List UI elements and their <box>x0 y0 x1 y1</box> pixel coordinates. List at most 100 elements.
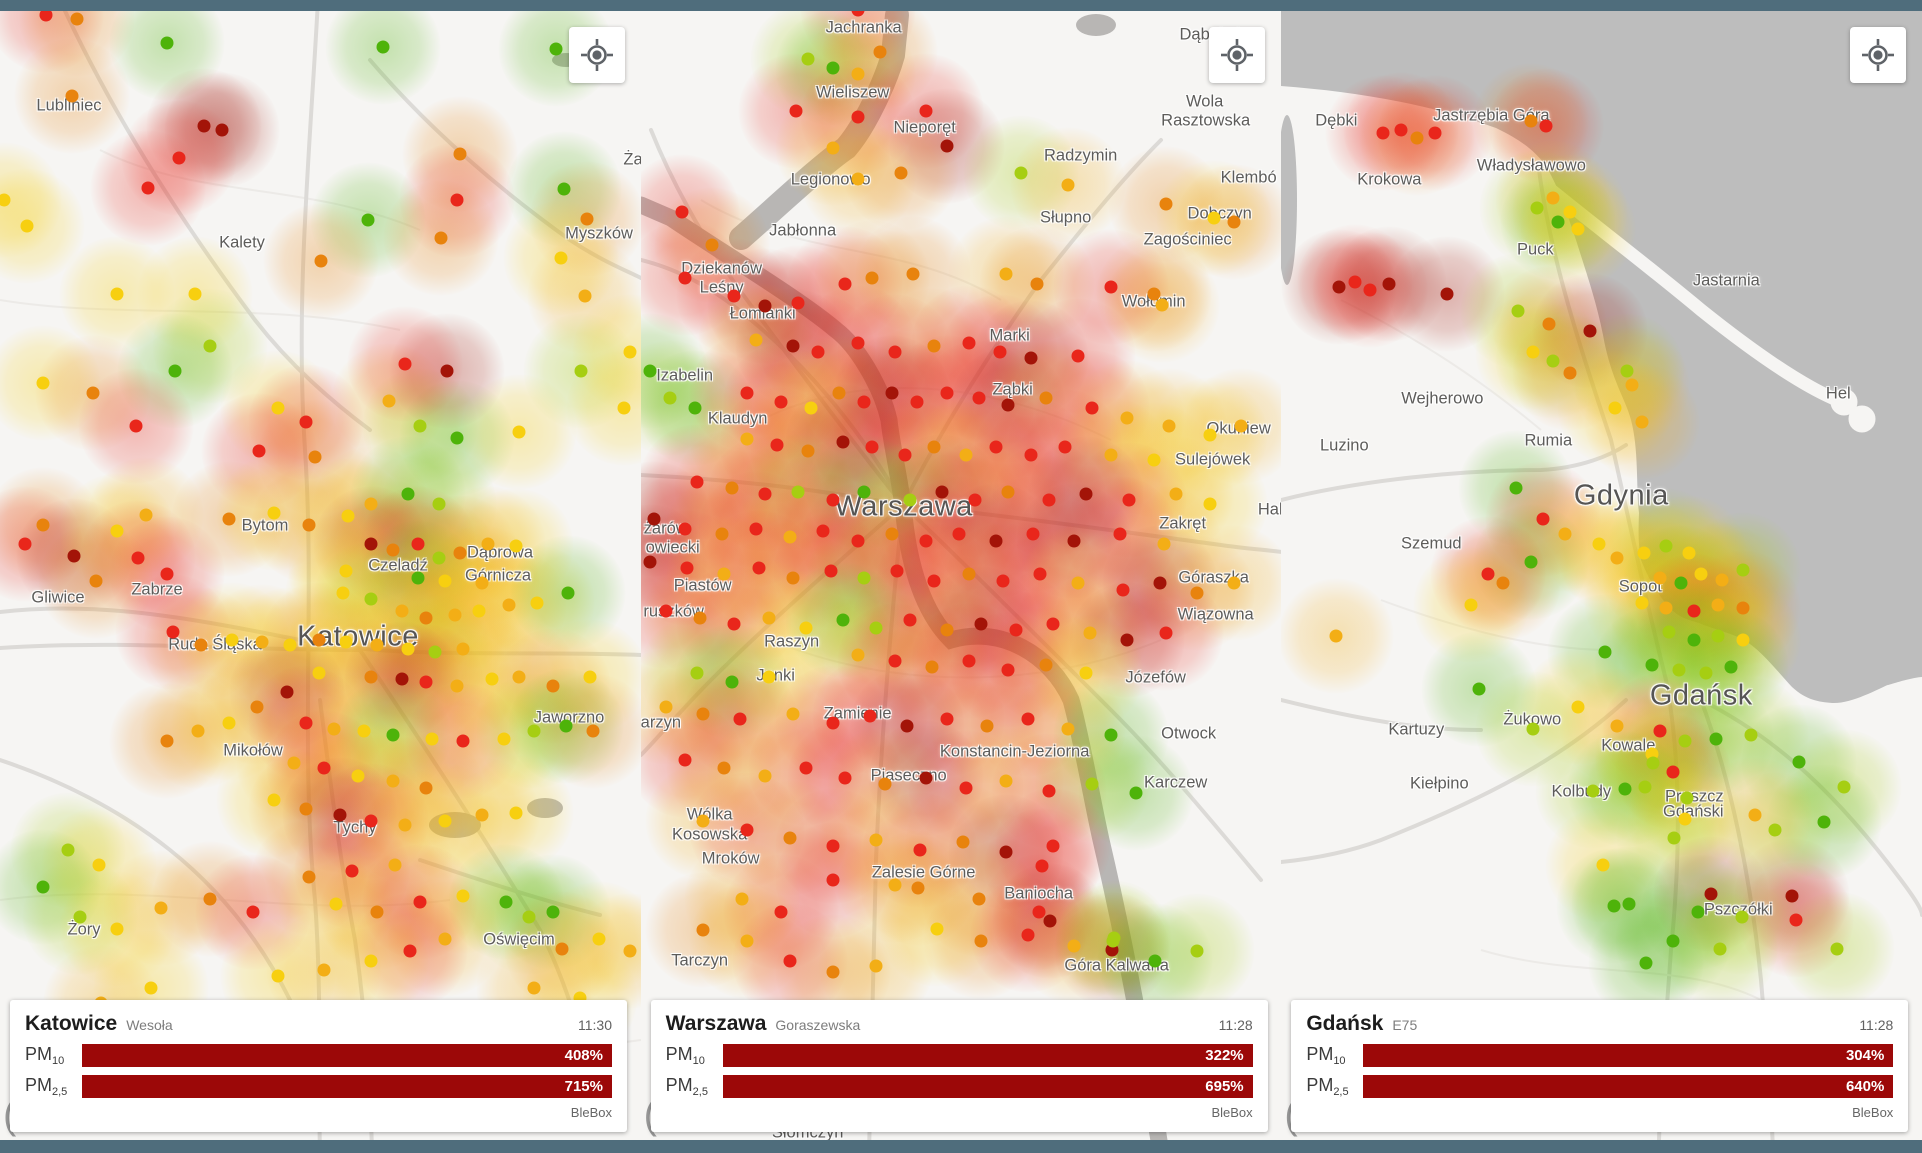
pollution-dot[interactable] <box>1083 626 1097 640</box>
pollution-dot[interactable] <box>1659 539 1673 553</box>
pollution-dot[interactable] <box>1542 317 1556 331</box>
pollution-dot[interactable] <box>509 806 523 820</box>
pollution-dot[interactable] <box>1530 201 1544 215</box>
pollution-dot[interactable] <box>1667 831 1681 845</box>
pollution-dot[interactable] <box>1122 493 1136 507</box>
my-location-button[interactable] <box>568 27 625 83</box>
pollution-dot[interactable] <box>299 716 313 730</box>
pollution-dot[interactable] <box>758 299 772 313</box>
pollution-dot[interactable] <box>826 873 840 887</box>
pollution-dot[interactable] <box>1524 114 1538 128</box>
pollution-dot[interactable] <box>36 518 50 532</box>
pollution-dot[interactable] <box>317 761 331 775</box>
pollution-dot[interactable] <box>561 586 575 600</box>
pollution-dot[interactable] <box>758 769 772 783</box>
pollution-dot[interactable] <box>898 448 912 462</box>
pollution-dot[interactable] <box>727 289 741 303</box>
pollution-dot[interactable] <box>1687 633 1701 647</box>
pollution-dot[interactable] <box>752 561 766 575</box>
pollution-dot[interactable] <box>1014 166 1028 180</box>
pollution-dot[interactable] <box>299 802 313 816</box>
pollution-dot[interactable] <box>935 485 949 499</box>
pollution-dot[interactable] <box>283 638 297 652</box>
pollution-dot[interactable] <box>203 892 217 906</box>
pollution-dot[interactable] <box>1024 351 1038 365</box>
pollution-dot[interactable] <box>225 633 239 647</box>
pollution-dot[interactable] <box>440 364 454 378</box>
pollution-dot[interactable] <box>1009 623 1023 637</box>
pollution-dot[interactable] <box>485 672 499 686</box>
map-panel-warszawa[interactable]: JachrankaWieliszewNieporętDąbrówkaWolaRa… <box>640 0 1282 1153</box>
pollution-dot[interactable] <box>86 386 100 400</box>
pollution-dot[interactable] <box>740 432 754 446</box>
pollution-dot[interactable] <box>799 761 813 775</box>
pollution-dot[interactable] <box>863 709 877 723</box>
pollution-dot[interactable] <box>927 339 941 353</box>
pollution-dot[interactable] <box>70 12 84 26</box>
pollution-dot[interactable] <box>659 700 673 714</box>
pollution-dot[interactable] <box>73 910 87 924</box>
pollution-dot[interactable] <box>92 858 106 872</box>
pollution-dot[interactable] <box>643 555 657 569</box>
pollution-dot[interactable] <box>801 52 815 66</box>
pollution-dot[interactable] <box>826 493 840 507</box>
pollution-dot[interactable] <box>836 613 850 627</box>
pollution-dot[interactable] <box>740 386 754 400</box>
pollution-dot[interactable] <box>403 944 417 958</box>
pollution-dot[interactable] <box>869 833 883 847</box>
pollution-dot[interactable] <box>1830 942 1844 956</box>
pollution-dot[interactable] <box>1709 732 1723 746</box>
pollution-dot[interactable] <box>364 954 378 968</box>
pollution-dot[interactable] <box>888 345 902 359</box>
pollution-dot[interactable] <box>826 965 840 979</box>
pollution-dot[interactable] <box>786 339 800 353</box>
pollution-dot[interactable] <box>1033 567 1047 581</box>
pollution-dot[interactable] <box>774 905 788 919</box>
pollution-dot[interactable] <box>980 719 994 733</box>
pollution-dot[interactable] <box>432 497 446 511</box>
pollution-dot[interactable] <box>364 537 378 551</box>
pollution-dot[interactable] <box>1563 366 1577 380</box>
pollution-dot[interactable] <box>826 839 840 853</box>
pollution-dot[interactable] <box>1071 349 1085 363</box>
pollution-dot[interactable] <box>65 89 79 103</box>
pollution-dot[interactable] <box>0 193 11 207</box>
pollution-dot[interactable] <box>345 864 359 878</box>
pollution-dot[interactable] <box>1666 934 1680 948</box>
pollution-dot[interactable] <box>968 493 982 507</box>
pollution-dot[interactable] <box>999 845 1013 859</box>
pollution-dot[interactable] <box>1147 287 1161 301</box>
pollution-dot[interactable] <box>1711 629 1725 643</box>
pollution-dot[interactable] <box>762 670 776 684</box>
pollution-dot[interactable] <box>1653 724 1667 738</box>
pollution-dot[interactable] <box>1104 280 1118 294</box>
pollution-dot[interactable] <box>312 666 326 680</box>
pollution-dot[interactable] <box>1104 448 1118 462</box>
pollution-dot[interactable] <box>329 897 343 911</box>
pollution-dot[interactable] <box>434 231 448 245</box>
pollution-dot[interactable] <box>1607 899 1621 913</box>
pollution-dot[interactable] <box>1571 700 1585 714</box>
pollution-dot[interactable] <box>959 781 973 795</box>
pollution-dot[interactable] <box>386 774 400 788</box>
pollution-dot[interactable] <box>450 679 464 693</box>
pollution-dot[interactable] <box>110 287 124 301</box>
pollution-dot[interactable] <box>851 336 865 350</box>
pollution-dot[interactable] <box>690 475 704 489</box>
pollution-dot[interactable] <box>1704 887 1718 901</box>
pollution-dot[interactable] <box>448 608 462 622</box>
pollution-dot[interactable] <box>450 431 464 445</box>
pollution-dot[interactable] <box>308 450 322 464</box>
pollution-dot[interactable] <box>927 440 941 454</box>
pollution-dot[interactable] <box>475 808 489 822</box>
pollution-dot[interactable] <box>1024 448 1038 462</box>
pollution-dot[interactable] <box>1691 905 1705 919</box>
pollution-dot[interactable] <box>166 625 180 639</box>
pollution-dot[interactable] <box>1061 178 1075 192</box>
pollution-dot[interactable] <box>1608 401 1622 415</box>
pollution-dot[interactable] <box>1061 722 1075 736</box>
pollution-dot[interactable] <box>160 36 174 50</box>
pollution-dot[interactable] <box>1524 555 1538 569</box>
pollution-dot[interactable] <box>472 604 486 618</box>
pollution-dot[interactable] <box>1610 551 1624 565</box>
